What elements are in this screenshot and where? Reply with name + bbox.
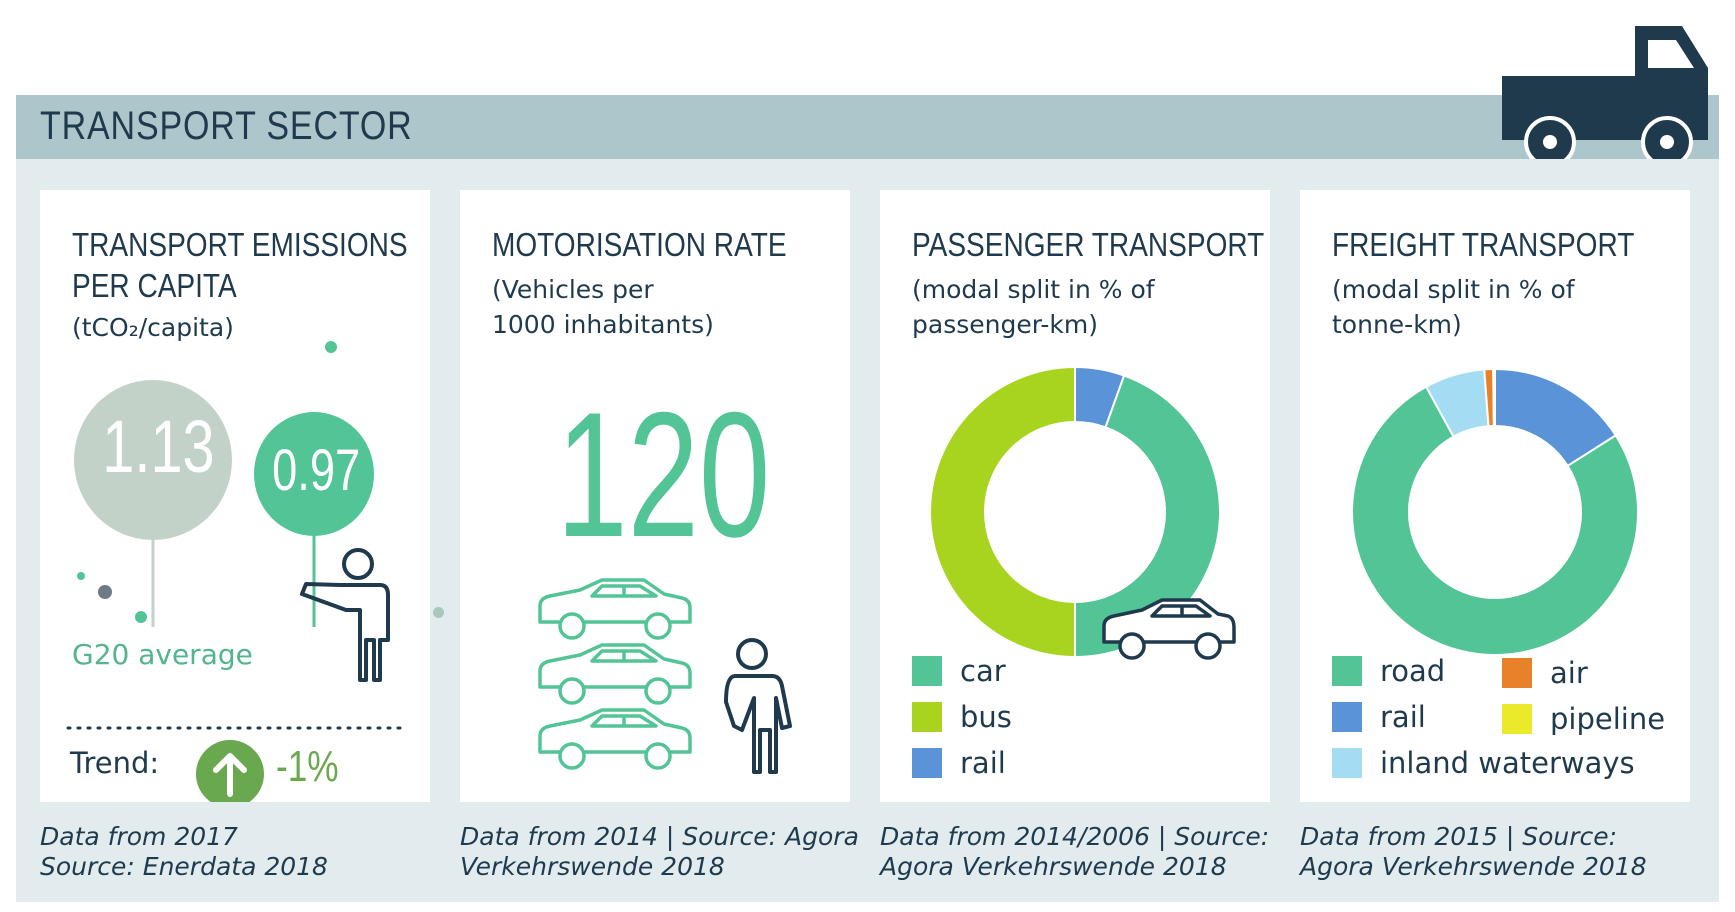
car-icon xyxy=(538,578,692,640)
donut-slice-pipeline xyxy=(1492,367,1496,428)
person-icon xyxy=(300,548,390,682)
legend-item-air: air xyxy=(1502,656,1588,690)
motorisation-graphic xyxy=(538,578,792,774)
legend-item-car: car xyxy=(912,654,1006,688)
emissions-title: TRANSPORT EMISSIONS PER CAPITA xyxy=(72,226,408,304)
decor-dot xyxy=(77,572,85,580)
balloon-icon xyxy=(254,412,374,627)
freight-unit: (modal split in % of tonne-km) xyxy=(1332,275,1575,339)
motorisation-unit: (Vehicles per 1000 inhabitants) xyxy=(492,275,714,339)
legend-label: pipeline xyxy=(1550,702,1666,736)
car-icon xyxy=(1102,598,1236,660)
motorisation-value: 120 xyxy=(556,375,771,574)
trend-label: Trend: xyxy=(70,746,160,780)
header-band xyxy=(16,95,1719,159)
donut-slice-car xyxy=(1074,374,1221,659)
legend-item-bus: bus xyxy=(912,700,1012,734)
person-icon xyxy=(724,638,792,774)
motorisation-footnote: Data from 2014 | Source: Agora Verkehrsw… xyxy=(460,822,859,881)
legend-item-rail: rail xyxy=(912,746,1006,780)
freight-card: FREIGHT TRANSPORT (modal split in % of t… xyxy=(1300,190,1690,802)
truck-icon xyxy=(1502,26,1708,168)
emissions-graphic xyxy=(66,341,404,802)
passenger-footnote: Data from 2014/2006 | Source: Agora Verk… xyxy=(880,822,1270,881)
page-title: TRANSPORT SECTOR xyxy=(40,104,413,148)
legend-item-rail: rail xyxy=(1332,700,1426,734)
emissions-unit: (tCO₂/capita) xyxy=(72,313,234,342)
decor-dot xyxy=(433,607,444,618)
motorisation-card: MOTORISATION RATE (Vehicles per 1000 inh… xyxy=(460,190,850,802)
donut-slice-bus xyxy=(929,365,1076,659)
legend-item-road: road xyxy=(1332,654,1445,688)
balloon-icon xyxy=(74,380,232,627)
car-icon xyxy=(538,643,692,705)
arrow-up-icon xyxy=(196,740,264,802)
freight-title: FREIGHT TRANSPORT xyxy=(1332,226,1635,263)
motorisation-title: MOTORISATION RATE xyxy=(492,226,787,263)
legend-item-inland-waterways: inland waterways xyxy=(1332,746,1635,780)
legend-label: air xyxy=(1550,656,1588,690)
emissions-footnote: Data from 2017 Source: Enerdata 2018 xyxy=(40,822,328,881)
legend-item-pipeline: pipeline xyxy=(1502,702,1665,736)
donut-slice-road xyxy=(1351,385,1639,656)
country-value: 0.97 xyxy=(272,438,361,503)
emissions-card: TRANSPORT EMISSIONS PER CAPITA (tCO₂/cap… xyxy=(40,190,430,802)
passenger-title: PASSENGER TRANSPORT xyxy=(912,226,1265,263)
car-icon xyxy=(538,708,692,770)
g20-label: G20 average xyxy=(72,638,253,671)
passenger-donut-chart xyxy=(929,365,1221,659)
legend-label: car xyxy=(960,654,1006,688)
freight-footnote: Data from 2015 | Source: Agora Verkehrsw… xyxy=(1300,822,1647,881)
freight-donut-chart xyxy=(1351,367,1639,656)
passenger-unit: (modal split in % of passenger-km) xyxy=(912,275,1155,339)
decor-dot xyxy=(135,611,147,623)
legend-label: road xyxy=(1380,654,1446,688)
decor-dot xyxy=(98,585,112,599)
legend-label: inland waterways xyxy=(1380,746,1635,780)
g20-value: 1.13 xyxy=(102,405,215,488)
passenger-card: PASSENGER TRANSPORT (modal split in % of… xyxy=(880,190,1270,802)
legend-label: rail xyxy=(960,746,1006,780)
decor-dot xyxy=(325,341,337,353)
trend-value: -1% xyxy=(276,742,339,791)
legend-label: bus xyxy=(960,700,1012,734)
legend-label: rail xyxy=(1380,700,1426,734)
